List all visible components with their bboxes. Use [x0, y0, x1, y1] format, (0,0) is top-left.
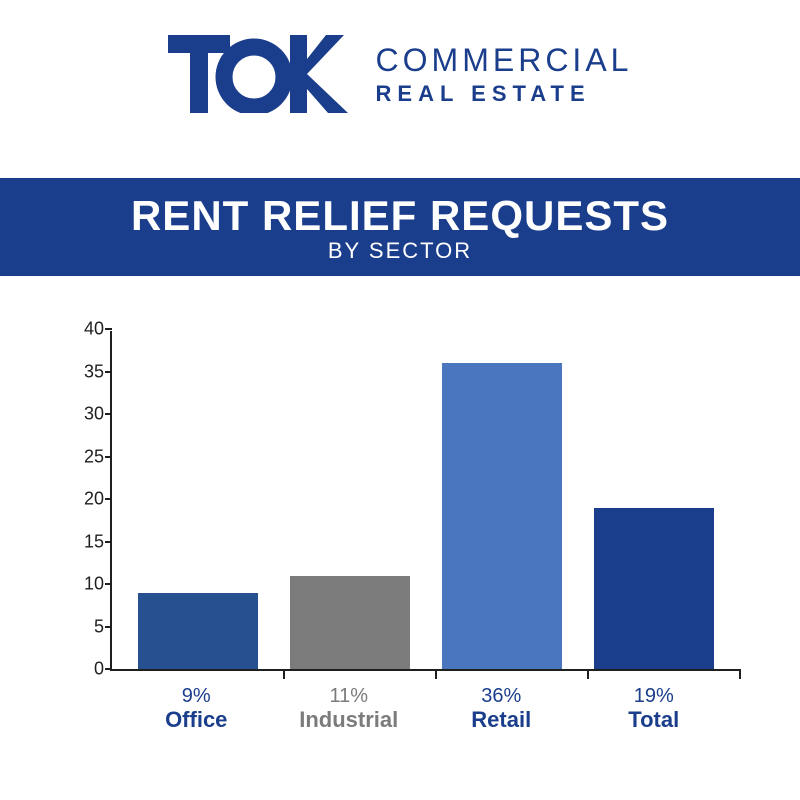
title-band: RENT RELIEF REQUESTS BY SECTOR [0, 178, 800, 276]
brand-line1: COMMERCIAL [376, 42, 633, 79]
y-tick-label: 10 [62, 574, 104, 595]
bar [594, 508, 714, 670]
y-tick-label: 5 [62, 616, 104, 637]
x-label: 36%Retail [436, 685, 566, 733]
y-tick-label: 25 [62, 446, 104, 467]
x-tick-mark [739, 669, 741, 679]
bar [442, 363, 562, 669]
brand-line2: REAL ESTATE [376, 81, 633, 107]
bar-slot [589, 508, 719, 670]
x-tick-mark [283, 669, 285, 679]
y-tick-mark [105, 413, 112, 415]
x-tick-mark [587, 669, 589, 679]
bar-slot [133, 593, 263, 670]
x-label-pct: 11% [284, 685, 414, 708]
y-tick-label: 35 [62, 361, 104, 382]
bars-container [112, 331, 740, 669]
x-tick-mark [435, 669, 437, 679]
plot-area: 0510152025303540 [110, 331, 740, 671]
x-label-pct: 9% [131, 685, 261, 708]
x-label-name: Office [131, 707, 261, 733]
y-tick-mark [105, 371, 112, 373]
x-label-name: Total [589, 707, 719, 733]
x-label: 19%Total [589, 685, 719, 733]
brand-row: COMMERCIAL REAL ESTATE [168, 35, 633, 113]
tok-logo-icon [168, 35, 348, 113]
bar-chart: 0510152025303540 9%Office 11%Industrial 36… [60, 331, 740, 733]
y-tick-mark [105, 668, 112, 670]
x-axis-labels: 9%Office 11%Industrial 36%Retail 19%Total [110, 671, 740, 733]
x-label: 11%Industrial [284, 685, 414, 733]
y-tick-mark [105, 328, 112, 330]
x-label-name: Industrial [284, 707, 414, 733]
x-label-pct: 19% [589, 685, 719, 708]
y-tick-mark [105, 583, 112, 585]
y-tick-label: 20 [62, 489, 104, 510]
brand-header: COMMERCIAL REAL ESTATE [0, 0, 800, 118]
bar [290, 576, 410, 670]
y-tick-mark [105, 498, 112, 500]
y-tick-label: 40 [62, 319, 104, 340]
brand-text: COMMERCIAL REAL ESTATE [376, 42, 633, 107]
y-tick-label: 15 [62, 531, 104, 552]
bar-slot [285, 576, 415, 670]
y-tick-mark [105, 456, 112, 458]
x-label-pct: 36% [436, 685, 566, 708]
brand-mark [168, 35, 348, 113]
y-tick-label: 30 [62, 404, 104, 425]
title-main: RENT RELIEF REQUESTS [0, 192, 800, 240]
title-sub: BY SECTOR [0, 238, 800, 264]
y-tick-label: 0 [62, 659, 104, 680]
bar [138, 593, 258, 670]
x-label-name: Retail [436, 707, 566, 733]
y-tick-mark [105, 626, 112, 628]
bar-slot [437, 363, 567, 669]
x-label: 9%Office [131, 685, 261, 733]
y-tick-mark [105, 541, 112, 543]
